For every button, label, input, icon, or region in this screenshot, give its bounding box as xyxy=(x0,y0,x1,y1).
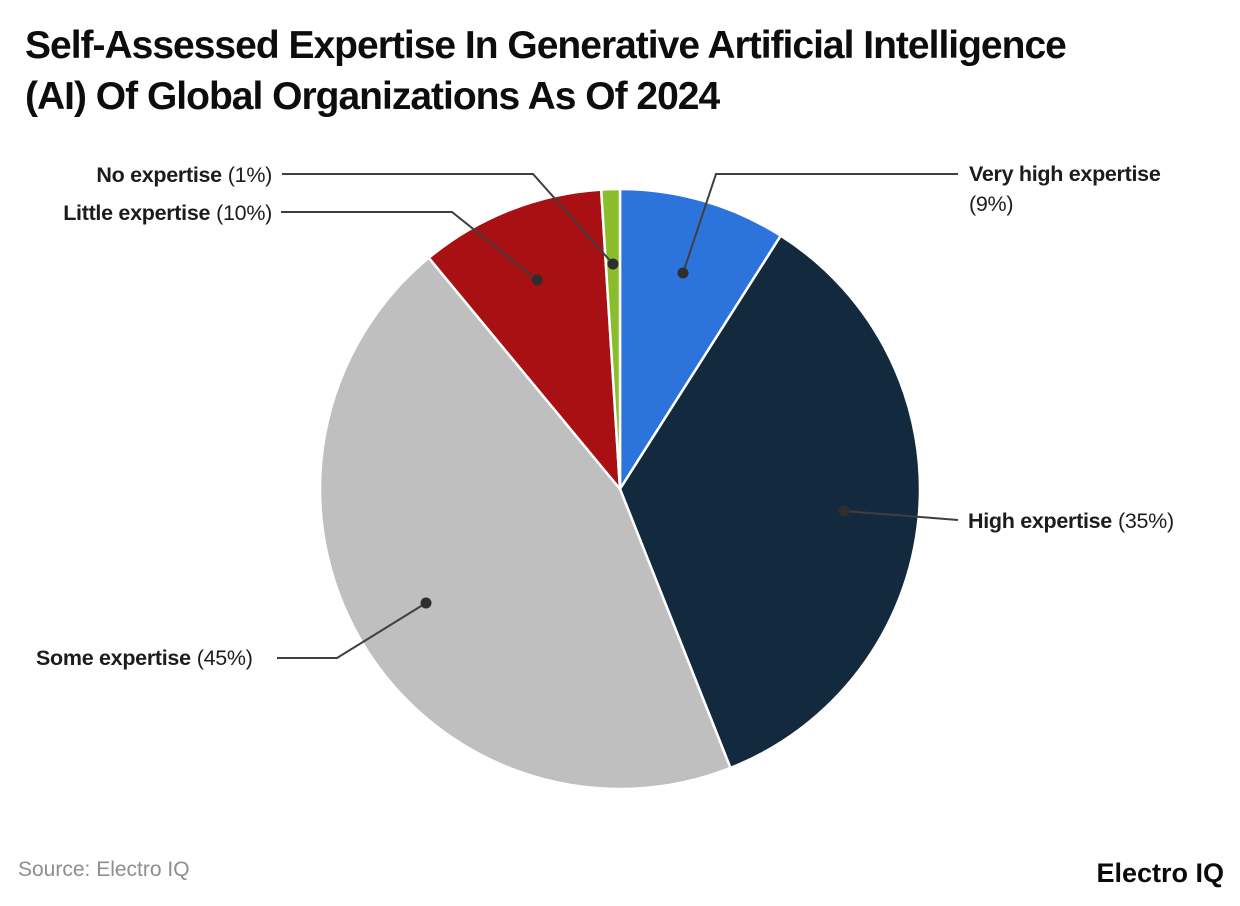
callout-label-percent: (1%) xyxy=(227,163,273,187)
callout-label-name: High expertise xyxy=(968,509,1112,533)
callout-label-percent: (10%) xyxy=(216,201,272,225)
page-title-line-1: Self-Assessed Expertise In Generative Ar… xyxy=(25,24,1067,67)
callout-label-percent: (45%) xyxy=(196,646,253,670)
callout-label-percent: (35%) xyxy=(1117,509,1174,533)
source-note: Source: Electro IQ xyxy=(18,858,190,881)
leader-dot xyxy=(607,258,619,270)
leader-dot xyxy=(838,505,850,517)
page-title: Self-Assessed Expertise In Generative Ar… xyxy=(25,20,1067,122)
callout-label-high-expertise: High expertise (35%) xyxy=(968,506,1174,536)
page-title-line-2: (AI) Of Global Organizations As Of 2024 xyxy=(25,75,720,118)
callout-label-name: Little expertise xyxy=(63,201,211,225)
leader-line xyxy=(843,510,959,521)
leader-dot xyxy=(677,267,689,279)
callout-label-name: Very high expertise xyxy=(969,162,1161,186)
leader-line xyxy=(277,602,427,659)
brand-logo: Electro IQ xyxy=(1096,858,1224,888)
callout-label-little-expertise: Little expertise (10%) xyxy=(63,198,272,228)
leader-dot xyxy=(420,597,432,609)
pie-slice-very-high-expertise xyxy=(618,187,782,491)
callout-label-very-high-expertise: Very high expertise (9%) xyxy=(969,159,1161,219)
callout-label-name: Some expertise xyxy=(36,646,191,670)
leader-line xyxy=(682,173,958,274)
pie-slice-little-expertise xyxy=(427,188,622,491)
callout-label-some-expertise: Some expertise (45%) xyxy=(36,643,253,673)
leader-line xyxy=(281,211,538,281)
leader-line xyxy=(282,173,614,265)
callout-label-no-expertise: No expertise (1%) xyxy=(96,160,272,190)
callout-label-name: No expertise xyxy=(96,163,222,187)
callout-label-percent: (9%) xyxy=(969,192,1014,216)
leader-dot xyxy=(531,274,543,286)
